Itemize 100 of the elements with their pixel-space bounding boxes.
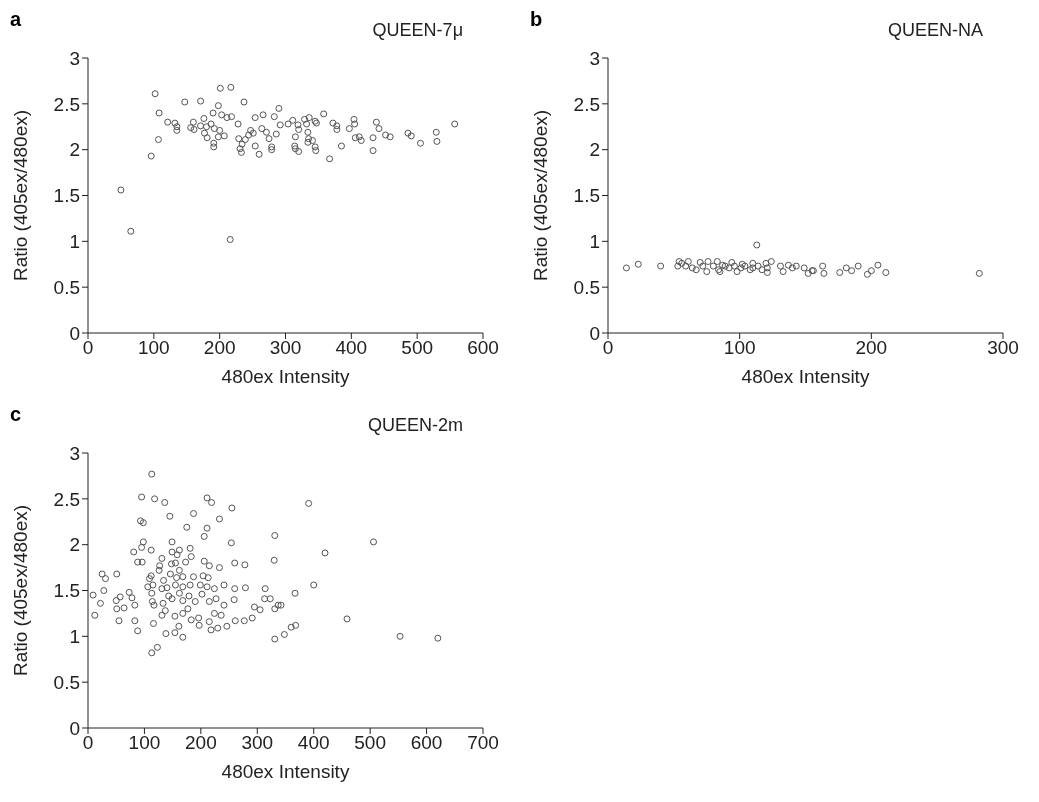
y-tick-label: 0 bbox=[69, 717, 80, 739]
text: b bbox=[530, 8, 543, 31]
x-tick-label: 400 bbox=[335, 337, 368, 359]
x-tick-label: 500 bbox=[354, 732, 386, 754]
point bbox=[758, 266, 766, 274]
point bbox=[737, 264, 745, 272]
point bbox=[674, 262, 682, 270]
y-axis-title: Ratio (405ex/480ex) bbox=[9, 504, 31, 677]
x-tick-label: 200 bbox=[203, 337, 236, 359]
point bbox=[800, 264, 808, 272]
chart-title: QUEEN-NA bbox=[887, 20, 983, 41]
y-tick-label: 1 bbox=[69, 231, 80, 253]
point bbox=[874, 261, 882, 269]
y-tick-label: 1.5 bbox=[53, 580, 80, 602]
point bbox=[763, 269, 771, 276]
point bbox=[728, 258, 736, 266]
point bbox=[703, 268, 711, 276]
x-tick-label: 300 bbox=[241, 732, 274, 754]
y-tick-label: 0 bbox=[69, 322, 80, 344]
point bbox=[696, 258, 704, 266]
x-tick-label: 300 bbox=[987, 337, 1019, 359]
y-tick-label: 0.5 bbox=[53, 276, 80, 298]
point bbox=[675, 258, 683, 265]
y-tick-label: 2 bbox=[589, 139, 600, 161]
y-tick-label: 2.5 bbox=[53, 93, 80, 115]
y-axis-title: Ratio (405ex/480ex) bbox=[9, 109, 31, 282]
point bbox=[684, 258, 692, 265]
text: a bbox=[10, 8, 22, 31]
point bbox=[634, 260, 642, 268]
y-tick-label: 2.5 bbox=[53, 488, 80, 510]
point bbox=[709, 262, 717, 270]
point bbox=[788, 264, 796, 272]
x-axis-title: 480ex Intensity bbox=[221, 761, 350, 782]
y-axis-title: Ratio (405ex/480ex) bbox=[529, 109, 551, 282]
point bbox=[692, 266, 700, 274]
point bbox=[682, 262, 690, 270]
point bbox=[749, 259, 757, 267]
x-tick-label: 100 bbox=[723, 337, 756, 359]
x-axis-title: 480ex Intensity bbox=[221, 366, 350, 387]
x-tick-label: 200 bbox=[185, 732, 217, 754]
y-tick-label: 1 bbox=[69, 626, 80, 648]
x-axis-title: 480ex Intensity bbox=[741, 366, 870, 387]
point bbox=[749, 264, 757, 272]
y-tick-label: 0.5 bbox=[573, 276, 600, 298]
x-tick-label: 400 bbox=[297, 732, 330, 754]
y-tick-label: 1.5 bbox=[573, 185, 600, 207]
point bbox=[657, 262, 665, 270]
point bbox=[688, 264, 696, 272]
point bbox=[733, 268, 741, 276]
x-tick-label: 300 bbox=[269, 337, 302, 359]
chart-title: QUEEN-7μ bbox=[372, 20, 463, 41]
y-tick-label: 0 bbox=[589, 322, 600, 344]
point bbox=[784, 261, 792, 269]
point bbox=[725, 264, 733, 272]
point bbox=[753, 241, 761, 249]
point bbox=[776, 262, 784, 270]
y-tick-label: 2 bbox=[69, 139, 80, 161]
point bbox=[854, 262, 862, 270]
x-tick-label: 200 bbox=[855, 337, 888, 359]
point bbox=[762, 259, 770, 267]
point bbox=[820, 269, 828, 277]
y-tick-label: 3 bbox=[69, 47, 80, 69]
chart-title: QUEEN-2m bbox=[367, 415, 463, 436]
y-tick-label: 0.5 bbox=[53, 671, 80, 693]
point bbox=[819, 262, 827, 270]
x-tick-label: 600 bbox=[410, 732, 443, 754]
point bbox=[741, 262, 749, 270]
x-tick-label: 600 bbox=[467, 337, 499, 359]
point bbox=[882, 269, 890, 276]
y-tick-label: 2 bbox=[69, 534, 80, 556]
x-tick-label: 100 bbox=[137, 337, 170, 359]
point bbox=[730, 262, 738, 270]
y-tick-label: 3 bbox=[69, 442, 80, 464]
point bbox=[704, 258, 712, 265]
y-tick-label: 2.5 bbox=[573, 93, 600, 115]
point bbox=[975, 269, 983, 277]
point bbox=[622, 264, 630, 272]
point bbox=[863, 270, 871, 278]
point bbox=[842, 264, 850, 272]
point bbox=[678, 259, 686, 267]
text: c bbox=[10, 403, 22, 426]
point bbox=[848, 267, 856, 275]
point bbox=[738, 260, 746, 268]
point bbox=[754, 262, 762, 270]
point bbox=[867, 267, 875, 275]
y-tick-label: 3 bbox=[589, 47, 600, 69]
point bbox=[767, 258, 775, 265]
point bbox=[804, 269, 812, 277]
point bbox=[746, 266, 754, 274]
y-tick-label: 1.5 bbox=[53, 185, 80, 207]
point bbox=[792, 262, 800, 270]
point bbox=[779, 268, 787, 276]
point bbox=[713, 258, 721, 265]
y-tick-label: 1 bbox=[589, 231, 600, 253]
x-tick-label: 700 bbox=[467, 732, 499, 754]
point bbox=[763, 264, 771, 272]
x-tick-label: 100 bbox=[128, 732, 161, 754]
point bbox=[699, 262, 707, 270]
x-tick-label: 500 bbox=[401, 337, 434, 359]
point bbox=[836, 269, 844, 276]
